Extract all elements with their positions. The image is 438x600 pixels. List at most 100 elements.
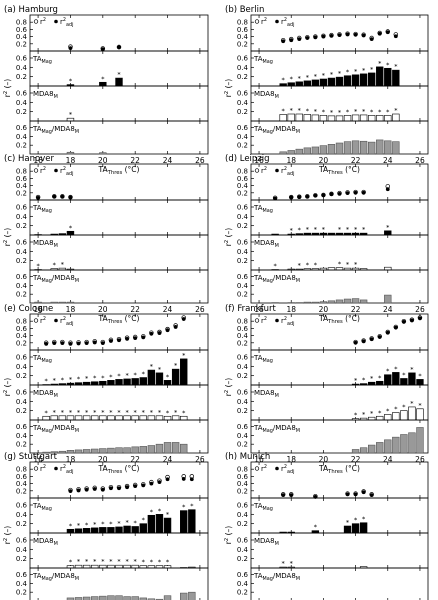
legend-r2adj-label-part: adj <box>66 321 73 327</box>
bar-TA_Mag <box>343 75 352 87</box>
bar-TA_Mag <box>351 74 360 87</box>
bar-TA_Mag <box>368 72 376 87</box>
significance-star: * <box>150 408 154 416</box>
significance-star: * <box>346 108 350 116</box>
x-tick-label: 18 <box>286 455 296 464</box>
subplot-MDA8_M: 0.20.40.6 * * MDA8M <box>237 532 429 569</box>
significance-star: * <box>93 558 97 566</box>
r2adj-point <box>149 481 154 486</box>
panel-title: (f) Frankfurt <box>225 304 276 314</box>
bar-MDA8_M <box>311 114 320 122</box>
significance-star: * <box>85 558 89 566</box>
significance-star: * <box>158 507 162 515</box>
significance-star: * <box>306 261 310 269</box>
legend-r2-label-part: 2 <box>43 17 46 23</box>
r2adj-point <box>44 341 49 346</box>
significance-star: * <box>314 226 318 234</box>
x-tick-label: 24 <box>383 156 393 165</box>
y-axis-label-group: r2 (–) <box>3 228 12 246</box>
bar-TA_Mag <box>180 358 188 386</box>
subplot-label-ratio-part: TA <box>32 125 42 133</box>
significance-star: * <box>117 71 121 79</box>
x-tick-label: 16 <box>33 305 43 314</box>
y-tick-label: 0.2 <box>237 339 248 347</box>
legend-r2-label-part: r <box>261 167 264 175</box>
bar-ratio <box>295 302 303 304</box>
legend-r2-marker <box>254 168 260 173</box>
y-tick-label: 0.2 <box>237 222 248 230</box>
bar-TA_Mag <box>171 368 180 386</box>
significance-star: * <box>109 558 113 566</box>
y-tick-label: 0.4 <box>237 432 249 440</box>
subplot-label-MDA8_M-part: M <box>275 393 279 399</box>
bar-TA_Mag <box>123 378 131 386</box>
subplot-MDA8_M: 0.20.40.6 * * * * * * * * * * * * * * * * * * MDA8M <box>16 384 209 421</box>
bar-TA_Mag <box>408 372 416 386</box>
subplot-label-ratio-part: /MDA8 <box>52 125 75 133</box>
y-axis-label-part: r <box>224 540 233 544</box>
bar-ratio <box>311 146 320 155</box>
y-tick-label: 0.6 <box>16 502 28 510</box>
significance-star: * <box>386 108 390 116</box>
subplot-label-ratio-part: Mag <box>42 278 52 284</box>
y-tick-label: 0.2 <box>16 487 27 495</box>
significance-star: * <box>93 520 97 528</box>
legend-r2adj-label-part: adj <box>287 321 294 327</box>
y-tick-label: 0.2 <box>16 142 27 150</box>
bar-TA_Mag <box>74 528 83 534</box>
subplot-label-ratio-part: M <box>75 428 79 434</box>
subplot-label-TA_Mag-part: TA <box>253 354 263 362</box>
y-tick-label: 0.6 <box>237 175 249 183</box>
significance-star: * <box>125 408 129 416</box>
y-axis-label-group: r2 (–) <box>224 228 233 246</box>
y-tick-label: 0.2 <box>16 372 27 380</box>
r2adj-point <box>117 338 121 343</box>
significance-star: * <box>338 108 342 116</box>
r2adj-point <box>345 32 350 37</box>
significance-star: * <box>306 107 310 115</box>
legend-r2adj-label-part: 2 <box>63 166 66 172</box>
subplot-label-TA_Mag-part: Mag <box>42 506 52 512</box>
subplot-label-MDA8_M: MDA8M <box>254 537 279 547</box>
x-axis-label-part: TA <box>318 165 329 174</box>
significance-star: * <box>166 558 170 566</box>
subplot-label-MDA8_M-part: M <box>275 94 279 100</box>
r2adj-point <box>385 330 390 335</box>
significance-star: * <box>77 375 81 383</box>
bar-TA_Mag <box>384 230 392 236</box>
y-tick-label: 0.8 <box>237 168 248 176</box>
legend-r2-label-part: r <box>40 465 43 473</box>
bar-TA_Mag <box>131 378 139 386</box>
x-axis-label-part: TA <box>98 464 109 473</box>
subplot-label-MDA8_M-part: MDA8 <box>33 389 54 397</box>
subplot-label-TA_Mag: TAMag <box>32 354 52 364</box>
y-axis-label-part: r <box>224 392 233 396</box>
y-axis-label: r2 (–) <box>224 378 233 396</box>
y-axis-label-part: (–) <box>224 228 233 240</box>
subplot-label-MDA8_M-part: M <box>54 393 58 399</box>
bar-ratio <box>368 444 376 454</box>
y-tick-label: 0.2 <box>237 372 248 380</box>
bar-ratio <box>180 592 188 600</box>
y-tick-label: 0.4 <box>16 580 28 588</box>
x-tick-label: 24 <box>383 455 393 464</box>
bar-ratio <box>319 301 328 304</box>
r2adj-point <box>133 336 138 341</box>
y-tick-label: 0.4 <box>237 511 249 519</box>
r2adj-point <box>353 190 358 195</box>
y-axis-label: r2 (–) <box>224 79 233 97</box>
bar-MDA8_M <box>50 415 58 421</box>
subplot-label-TA_Mag-part: TA <box>253 55 263 63</box>
x-tick-label: 16 <box>254 156 264 165</box>
y-tick-label: 0.2 <box>237 189 248 197</box>
subplot-label-MDA8_M: MDA8M <box>33 389 58 399</box>
bar-ratio <box>416 427 424 454</box>
y-axis-label-part: 2 <box>3 390 9 393</box>
bar-TA_Mag <box>188 509 196 534</box>
y-tick-label: 0.4 <box>16 282 28 290</box>
x-tick-label: 20 <box>98 455 108 464</box>
subplot-label-ratio: TAMag/MDA8M <box>253 572 300 582</box>
y-tick-label: 0.4 <box>16 133 28 141</box>
